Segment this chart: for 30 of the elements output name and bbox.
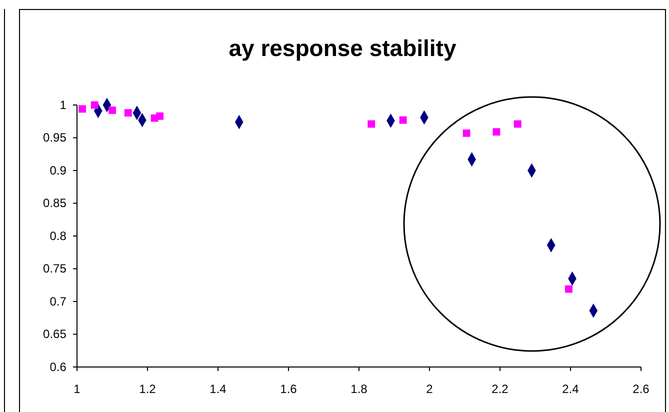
point bbox=[90, 101, 98, 109]
x-tick-label: 1.2 bbox=[139, 382, 156, 396]
x-tick-label: 2.4 bbox=[562, 382, 580, 396]
x-tick-label: 2.2 bbox=[492, 382, 509, 396]
x-tick-label: 2 bbox=[426, 382, 434, 396]
y-tick-label: 0.8 bbox=[50, 228, 67, 243]
y-tick-label: 0.85 bbox=[43, 196, 67, 210]
x-tick-label: 1.8 bbox=[350, 382, 368, 396]
chart-title: ay response stability bbox=[228, 35, 456, 61]
point bbox=[156, 112, 164, 120]
point bbox=[108, 106, 116, 114]
y-tick-label: 0.7 bbox=[50, 294, 67, 308]
y-tick-label: 1 bbox=[60, 98, 67, 112]
x-tick-label: 1 bbox=[74, 382, 81, 396]
point bbox=[368, 120, 376, 128]
point bbox=[399, 116, 407, 124]
point bbox=[514, 120, 522, 128]
point bbox=[492, 128, 500, 136]
y-tick-label: 0.9 bbox=[50, 163, 67, 178]
x-tick-label: 1.6 bbox=[280, 382, 298, 396]
y-tick-label: 0.65 bbox=[43, 327, 67, 342]
y-tick-label: 0.75 bbox=[43, 262, 67, 276]
point bbox=[78, 105, 86, 113]
x-tick-label: 2.6 bbox=[632, 382, 650, 396]
point bbox=[565, 285, 572, 293]
point bbox=[462, 129, 470, 137]
y-tick-label: 0.95 bbox=[43, 130, 67, 145]
x-tick-label: 1.4 bbox=[210, 382, 227, 396]
y-tick-label: 0.6 bbox=[50, 360, 67, 374]
point bbox=[124, 109, 132, 117]
